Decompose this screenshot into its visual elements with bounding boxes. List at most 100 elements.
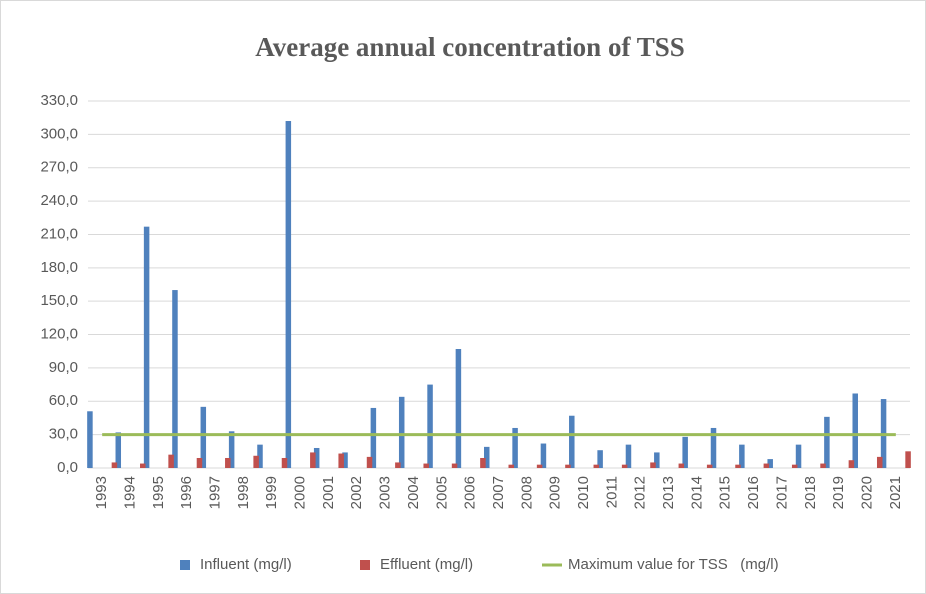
bar xyxy=(87,411,93,468)
bar xyxy=(342,452,348,468)
x-tick-label: 2010 xyxy=(575,476,592,509)
x-tick-label: 2019 xyxy=(830,476,847,509)
bar xyxy=(366,456,373,468)
bar xyxy=(735,464,741,468)
bar xyxy=(310,452,316,468)
y-tick-label: 300,0 xyxy=(40,125,78,142)
bar xyxy=(739,444,745,468)
bar xyxy=(706,464,713,468)
x-tick-label: 1993 xyxy=(93,476,110,509)
y-tick-label: 120,0 xyxy=(40,326,78,343)
x-tick-label: 2017 xyxy=(773,476,790,509)
bar xyxy=(281,457,288,468)
y-tick-label: 0,0 xyxy=(57,459,78,476)
bar xyxy=(172,290,178,468)
bar xyxy=(338,453,344,468)
bar xyxy=(423,463,429,468)
y-tick-label: 270,0 xyxy=(40,159,78,176)
x-tick-label: 2003 xyxy=(377,476,394,509)
bar xyxy=(111,462,118,468)
bar xyxy=(285,121,292,468)
x-tick-label: 1995 xyxy=(150,476,167,509)
x-tick-label: 1998 xyxy=(235,476,252,509)
bar xyxy=(625,444,632,468)
bar xyxy=(168,454,174,468)
bar xyxy=(820,463,826,468)
x-tick-label: 2005 xyxy=(433,476,450,509)
x-tick-label: 2020 xyxy=(858,476,875,509)
bar xyxy=(536,464,543,468)
x-tick-label: 1994 xyxy=(121,476,138,509)
bar xyxy=(678,463,685,468)
bar xyxy=(597,450,603,468)
x-tick-label: 1997 xyxy=(207,476,224,509)
bar xyxy=(455,349,462,468)
bar xyxy=(427,384,433,468)
bar xyxy=(852,393,858,468)
x-tick-label: 2008 xyxy=(518,476,535,509)
bar xyxy=(313,447,320,468)
bar xyxy=(398,396,405,468)
x-tick-label: 2012 xyxy=(632,476,649,509)
legend-label: Maximum value for TSS (mg/l) xyxy=(568,556,779,573)
x-tick-label: 2018 xyxy=(802,476,819,509)
y-tick-label: 60,0 xyxy=(49,392,78,409)
bar xyxy=(710,427,717,468)
bar xyxy=(451,463,458,468)
bar xyxy=(480,457,486,468)
bar xyxy=(650,462,656,468)
x-tick-label: 2001 xyxy=(320,476,337,509)
bar xyxy=(253,455,259,468)
bar xyxy=(508,464,514,468)
bar xyxy=(565,464,571,468)
bar xyxy=(795,444,802,468)
x-tick-label: 2007 xyxy=(490,476,507,509)
x-tick-label: 2016 xyxy=(745,476,762,509)
bar xyxy=(225,457,231,468)
bar xyxy=(824,416,830,468)
bar xyxy=(484,446,490,468)
bar xyxy=(370,407,377,468)
bar xyxy=(848,460,855,468)
bar xyxy=(767,459,773,468)
legend-swatch xyxy=(360,560,370,570)
x-tick-label: 2002 xyxy=(348,476,365,509)
bar xyxy=(196,457,203,468)
legend-swatch xyxy=(180,560,190,570)
bar xyxy=(763,463,770,468)
bar xyxy=(876,456,883,468)
bar xyxy=(512,427,518,468)
bar xyxy=(905,451,911,468)
y-tick-label: 330,0 xyxy=(40,92,78,109)
legend-label: Effluent (mg/l) xyxy=(380,556,473,573)
bar xyxy=(682,436,688,468)
bar xyxy=(143,226,150,468)
y-tick-label: 150,0 xyxy=(40,292,78,309)
bar xyxy=(593,464,600,468)
x-tick-label: 2006 xyxy=(462,476,479,509)
bar xyxy=(621,464,628,468)
bar xyxy=(200,406,207,468)
y-tick-label: 180,0 xyxy=(40,259,78,276)
bar xyxy=(228,431,235,468)
bar xyxy=(569,415,575,468)
x-tick-label: 2004 xyxy=(405,476,422,509)
x-tick-label: 2013 xyxy=(660,476,677,509)
y-tick-label: 210,0 xyxy=(40,225,78,242)
y-tick-label: 30,0 xyxy=(49,426,78,443)
bar xyxy=(540,443,547,468)
y-tick-label: 90,0 xyxy=(49,359,78,376)
y-tick-label: 240,0 xyxy=(40,192,78,209)
x-tick-label: 1996 xyxy=(178,476,195,509)
bar xyxy=(654,452,660,468)
x-tick-label: 2015 xyxy=(717,476,734,509)
bar xyxy=(395,462,401,468)
x-tick-label: 2009 xyxy=(547,476,564,509)
x-tick-label: 2021 xyxy=(887,476,904,509)
legend-label: Influent (mg/l) xyxy=(200,556,292,573)
chart-title: Average annual concentration of TSS xyxy=(255,32,685,62)
x-tick-label: 2000 xyxy=(292,476,309,509)
bar xyxy=(140,463,146,468)
